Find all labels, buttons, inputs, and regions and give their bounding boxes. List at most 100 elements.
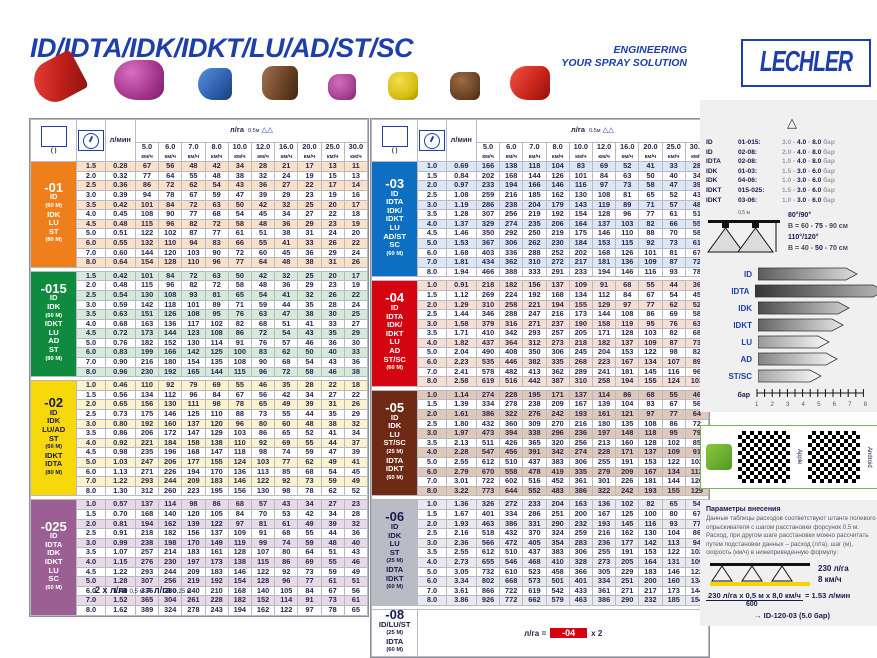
lha-value: 33	[661, 161, 686, 172]
lha-value: 123	[181, 328, 206, 339]
lha-value: 365	[134, 595, 160, 606]
lha-value: 146	[615, 266, 640, 278]
lha-value: 619	[475, 376, 501, 387]
lha-value: 140	[158, 508, 183, 520]
lha-value: 79	[181, 380, 206, 391]
lha-value: 386	[475, 409, 501, 420]
lha-value: 107	[250, 547, 276, 558]
lha-value: 54	[274, 328, 299, 339]
lha-value: 52	[343, 485, 369, 497]
table-row: 4.5 0.98 235 196 168 147 118 98 74 59 47 39	[31, 447, 369, 458]
table-row: 2.0 1.93 463 386 331 290 232 193 145 116 93 77	[372, 518, 710, 530]
table-row: 3.5 2.55 612 510 437 383 306 255 191 153 122 102	[372, 547, 710, 558]
lha-value: 45	[250, 209, 276, 220]
lmin-value: 1.46	[445, 228, 477, 239]
lha-value: 146	[158, 409, 183, 420]
lmin-header: л/мин	[445, 118, 477, 163]
lha-header: л/га 0.5м △△	[134, 119, 369, 143]
pressure-values: 3.0 - 4.0 - 8.0 бар	[782, 139, 835, 146]
lha-value: 73	[297, 476, 322, 487]
lmin-value: 1.62	[104, 604, 136, 616]
table-row: -03 ID IDTA IDK/IDKT LU AD/ST SC (60 M) 1.0 0.69 1…	[370, 161, 710, 278]
table-row: -06 ID IDK LU ST (25 M) IDTA IDKT (60 M) 1.0 1.36 3…	[370, 499, 710, 606]
lha-value: 96	[204, 257, 229, 268]
pressure-size-range: 03-06:	[738, 196, 758, 204]
speed-header-7: 20.0 км/ч	[638, 141, 663, 163]
pressure-nozzle-name: ID	[706, 148, 713, 156]
lha-value: 162	[250, 604, 276, 616]
lha-value: 546	[499, 556, 524, 568]
lha-value: 86	[227, 328, 252, 339]
lha-value: 335	[545, 357, 570, 368]
lha-value: 68	[274, 357, 299, 368]
table-row: 6.0 0.83 199 166 142 125 100 83 62 50 40 33	[31, 347, 369, 359]
qr-code-apple[interactable]	[738, 431, 790, 483]
table-row: -05 ID IDK LU ST/SC (25 M) IDTA IDKT (60 M) 1.0 1.…	[370, 389, 710, 497]
lha-value: 55	[320, 556, 345, 568]
lha-value: 69	[591, 161, 617, 172]
table-row: 6.0 3.34 802 668 573 501 401 334 251 200 160 134	[372, 576, 710, 587]
lmin-value: 1.97	[445, 428, 477, 439]
lha-value: 41	[274, 289, 299, 301]
tagline-line-2: YOUR SPRAY SOLUTION	[561, 57, 687, 69]
lha-value: 144	[158, 328, 183, 339]
qr-code-android[interactable]	[808, 431, 860, 483]
lha-value: 387	[545, 376, 570, 387]
lha-value: 128	[591, 209, 617, 220]
pressure-icon-header	[76, 118, 106, 163]
lha-value: 67	[638, 289, 663, 301]
lha-value: 350	[475, 228, 501, 239]
footer-equals: = л/га	[146, 585, 171, 595]
lha-value: 108	[181, 309, 206, 320]
lha-value: 153	[591, 237, 617, 249]
table-row: 4.0 0.45 108 90 77 68 54 45 34 27 22 18	[31, 209, 369, 220]
pressure-range-row: IDTA 02-08: 1.0 - 4.0 - 8.0 бар	[706, 157, 877, 167]
lha-value: 293	[522, 328, 547, 339]
lha-value: 130	[568, 189, 593, 201]
lha-value: 28	[250, 161, 276, 172]
table-row: 4.5 0.48 115 96 82 72 58 48 36 29 23 19	[31, 218, 369, 230]
lha-value: 134	[568, 289, 593, 301]
lha-value: 41	[638, 161, 663, 172]
lha-value: 602	[499, 476, 524, 487]
lha-value: 306	[568, 547, 593, 558]
table-row: 4.0 1.15 276 230 197 173 138 115 86 69 55 46	[31, 556, 369, 568]
lha-value: 108	[591, 189, 617, 201]
lha-value: 293	[134, 476, 160, 487]
lha-value: 92	[158, 380, 183, 391]
lha-value: 306	[499, 237, 524, 249]
nozzle-size-cell-015: -015 ID IDK (60 M) IDKT LU AD ST (80 M)	[29, 270, 78, 378]
lha-value: 59	[320, 476, 345, 487]
lha-value: 206	[134, 428, 160, 439]
lha-value: 116	[638, 266, 663, 278]
lha-value: 43	[343, 547, 369, 558]
lha-value: 83	[204, 237, 229, 249]
lha-value: 29	[343, 328, 369, 339]
speed-header-8: 25.0 км/ч	[320, 141, 345, 163]
lha-value: 310	[522, 257, 547, 268]
angle-icon-header: ( )	[29, 118, 78, 163]
lha-value: 218	[475, 280, 501, 291]
page-title: ID/IDTA/IDK/IDKT/LU/AD/ST/SC	[30, 33, 413, 63]
lha-value: 362	[499, 257, 524, 268]
lha-value: 94	[134, 189, 160, 201]
svg-text:230 л/га: 230 л/га	[818, 564, 849, 573]
lha-value: 38	[297, 309, 322, 320]
lha-value: 257	[134, 547, 160, 558]
lha-value: 43	[320, 357, 345, 368]
table-row: 3.5 0.63 151 126 108 95 76 63 47 38 30 25	[31, 309, 369, 320]
lha-value: 205	[568, 328, 593, 339]
lha-value: 228	[204, 595, 229, 606]
lha-value: 54	[227, 209, 252, 220]
pressure-value: 7.0	[417, 257, 447, 268]
lha-value: 194	[615, 376, 640, 387]
lha-value: 773	[475, 485, 501, 497]
table-row: 5.0 1.53 367 306 262 230 184 153 115 92 73 61	[372, 237, 710, 249]
lha-value: 122	[661, 457, 686, 468]
table-row: 1.5 1.67 401 334 286 251 200 167 125 100 80 67	[372, 508, 710, 520]
speed-header-6: 16.0 км/ч	[615, 141, 640, 163]
pressure-size-range: 02-08:	[738, 158, 758, 166]
lha-value: 182	[158, 528, 183, 539]
lha-value: 516	[522, 476, 547, 487]
bar-scale-numbers: 1 2 3 4 5 6 7 8	[755, 402, 867, 408]
